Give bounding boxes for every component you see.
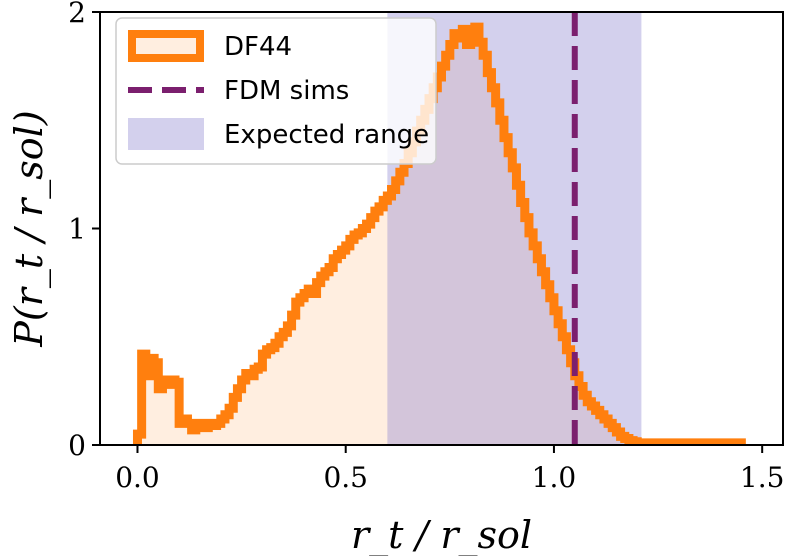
legend-label: Expected range xyxy=(224,120,429,150)
histogram-fill xyxy=(137,27,746,445)
y-tick-label: 1 xyxy=(68,213,86,246)
axis-ticks: 0.0 0.5 1.0 1.5 0 1 2 xyxy=(68,0,784,494)
x-tick-label: 0.5 xyxy=(323,461,368,494)
x-tick-label: 1.5 xyxy=(740,461,785,494)
x-tick-label: 1.0 xyxy=(532,461,577,494)
legend-label: FDM sims xyxy=(224,76,349,106)
legend-label: DF44 xyxy=(224,32,292,62)
y-tick-label: 2 xyxy=(68,0,86,29)
legend-handle-df44 xyxy=(128,30,204,62)
y-tick-label: 0 xyxy=(68,429,86,462)
legend: DF44 FDM sims Expected range xyxy=(115,17,437,165)
x-axis-label: r_t / r_sol xyxy=(351,513,532,556)
x-tick-label: 0.0 xyxy=(115,461,160,494)
y-axis-label: P(r_t / r_sol) xyxy=(7,110,52,347)
legend-handle-expected-range xyxy=(128,118,204,150)
